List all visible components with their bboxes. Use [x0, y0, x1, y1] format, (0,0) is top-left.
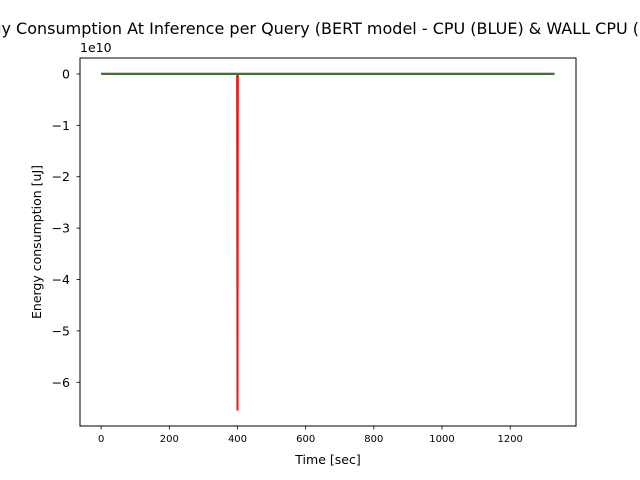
plot-frame — [79, 57, 577, 427]
chart-title: Energy Consumption At Inference per Quer… — [0, 19, 640, 38]
y-tick-label: −6 — [52, 375, 70, 390]
y-tick-label: −4 — [52, 272, 70, 287]
plot-area — [80, 58, 576, 426]
series-layer — [101, 72, 555, 411]
y-axis-label: Energy consumption [uJ] — [29, 165, 44, 319]
y-tick-label: −5 — [52, 323, 70, 338]
x-axis-label: Time [sec] — [294, 452, 360, 467]
y-tick-label: −1 — [52, 118, 70, 133]
y-offset-label: 1e10 — [80, 40, 112, 55]
y-tick-label: −3 — [52, 221, 70, 236]
x-tick-label: 400 — [228, 434, 247, 445]
y-ticks: 0 −1 −2 −3 −4 −5 −6 — [52, 66, 80, 390]
x-tick-label: 1000 — [429, 434, 454, 445]
x-ticks: 0 200 400 600 800 1000 1200 — [98, 426, 523, 445]
y-tick-label: 0 — [62, 66, 70, 81]
y-tick-label: −2 — [52, 169, 70, 184]
x-tick-label: 0 — [98, 434, 104, 445]
x-tick-label: 1200 — [497, 434, 522, 445]
x-tick-label: 600 — [296, 434, 315, 445]
x-tick-label: 800 — [364, 434, 383, 445]
x-tick-label: 200 — [160, 434, 179, 445]
